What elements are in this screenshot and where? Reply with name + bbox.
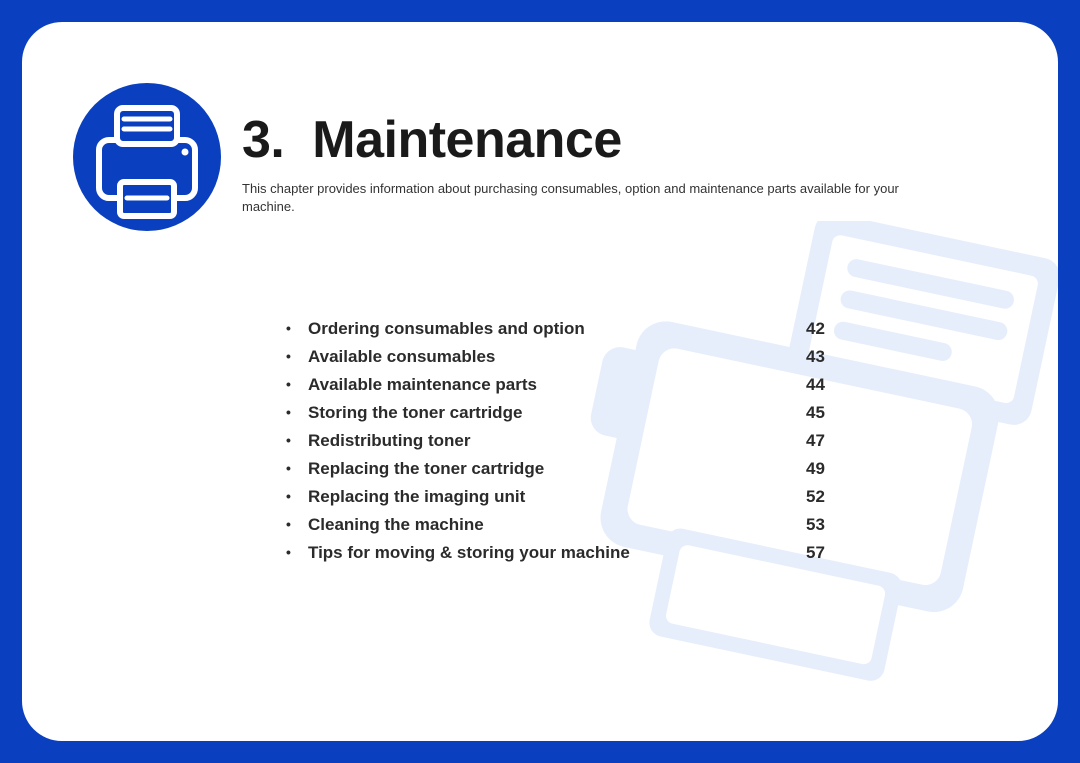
toc-entry-page: 52	[806, 488, 846, 505]
toc-entry-title: Storing the toner cartridge	[308, 404, 806, 421]
bullet-icon: •	[286, 321, 308, 335]
bullet-icon: •	[286, 517, 308, 531]
toc-entry-title: Available maintenance parts	[308, 376, 806, 393]
chapter-title: 3. Maintenance	[242, 114, 922, 166]
toc-entry-page: 53	[806, 516, 846, 533]
toc-entry-page: 57	[806, 544, 846, 561]
printer-circle-icon	[72, 82, 222, 232]
toc-entry-title: Replacing the toner cartridge	[308, 460, 806, 477]
toc-entry-title: Available consumables	[308, 348, 806, 365]
chapter-header: 3. Maintenance This chapter provides inf…	[72, 82, 922, 232]
toc-entry-page: 49	[806, 460, 846, 477]
toc-entry-title: Tips for moving & storing your machine	[308, 544, 806, 561]
chapter-description: This chapter provides information about …	[242, 180, 922, 215]
toc-entry-page: 43	[806, 348, 846, 365]
toc-entry[interactable]: • Cleaning the machine 53	[286, 510, 846, 538]
toc-entry-page: 44	[806, 376, 846, 393]
toc-entry[interactable]: • Tips for moving & storing your machine…	[286, 538, 846, 566]
toc-entry-title: Ordering consumables and option	[308, 320, 806, 337]
bullet-icon: •	[286, 377, 308, 391]
toc-entry-page: 42	[806, 320, 846, 337]
bullet-icon: •	[286, 545, 308, 559]
toc-entry[interactable]: • Ordering consumables and option 42	[286, 314, 846, 342]
toc-entry[interactable]: • Replacing the imaging unit 52	[286, 482, 846, 510]
bullet-icon: •	[286, 461, 308, 475]
toc-entry[interactable]: • Available maintenance parts 44	[286, 370, 846, 398]
toc-entry-title: Replacing the imaging unit	[308, 488, 806, 505]
toc-entry-title: Redistributing toner	[308, 432, 806, 449]
bullet-icon: •	[286, 489, 308, 503]
chapter-title-block: 3. Maintenance This chapter provides inf…	[242, 114, 922, 215]
toc-entry[interactable]: • Redistributing toner 47	[286, 426, 846, 454]
toc-entry-page: 47	[806, 432, 846, 449]
bullet-icon: •	[286, 349, 308, 363]
bullet-icon: •	[286, 433, 308, 447]
chapter-name: Maintenance	[312, 111, 621, 169]
toc-entry-page: 45	[806, 404, 846, 421]
toc-entry-title: Cleaning the machine	[308, 516, 806, 533]
page-frame: 3. Maintenance This chapter provides inf…	[0, 0, 1080, 763]
chapter-number: 3.	[242, 111, 284, 169]
toc-entry[interactable]: • Replacing the toner cartridge 49	[286, 454, 846, 482]
page: 3. Maintenance This chapter provides inf…	[22, 22, 1058, 741]
toc-entry[interactable]: • Available consumables 43	[286, 342, 846, 370]
bullet-icon: •	[286, 405, 308, 419]
toc-entry[interactable]: • Storing the toner cartridge 45	[286, 398, 846, 426]
table-of-contents: • Ordering consumables and option 42 • A…	[286, 314, 846, 566]
